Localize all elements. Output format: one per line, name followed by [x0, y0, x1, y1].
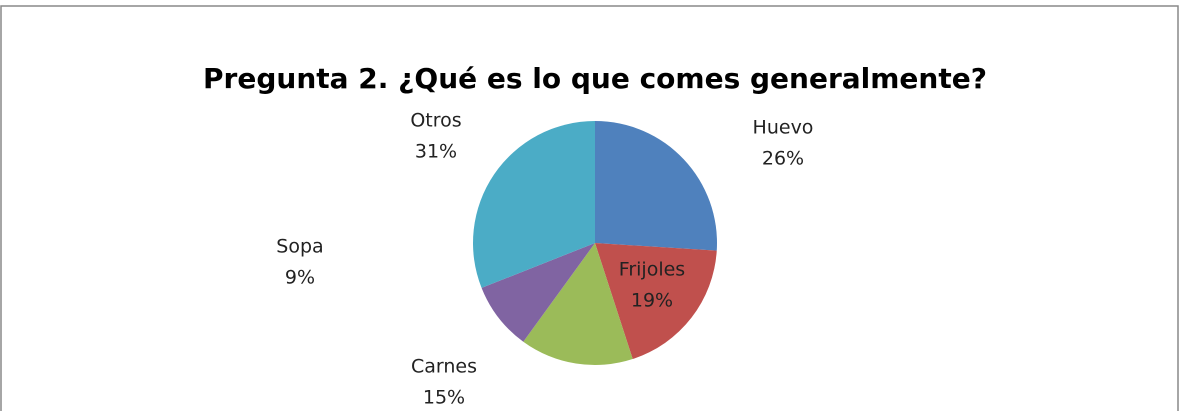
pie-slice	[523, 243, 633, 365]
slice-category-label: Carnes	[411, 356, 477, 378]
pie-slice	[481, 243, 595, 342]
slice-value-label: 26%	[762, 148, 804, 170]
chart-title: Pregunta 2. ¿Qué es lo que comes general…	[203, 62, 987, 95]
slice-value-label: 19%	[631, 290, 673, 312]
pie-slice	[473, 120, 595, 288]
slice-category-label: Sopa	[276, 236, 323, 258]
slice-category-label: Otros	[410, 110, 461, 132]
slice-category-label: Frijoles	[619, 259, 685, 281]
pie-slice	[595, 243, 717, 360]
slice-category-label: Huevo	[753, 117, 814, 139]
slice-value-label: 15%	[423, 387, 465, 409]
pie-slice	[595, 121, 718, 251]
slice-value-label: 31%	[415, 141, 457, 163]
slice-value-label: 9%	[285, 267, 315, 289]
